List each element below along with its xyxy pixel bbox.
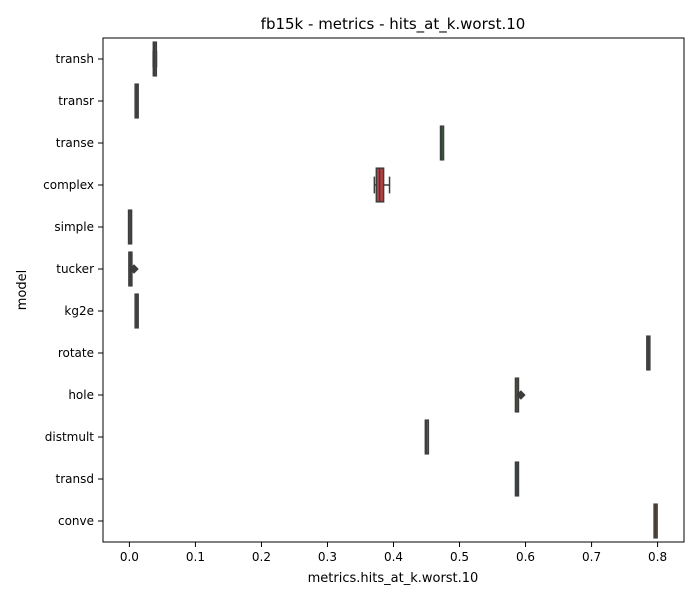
y-tick-label-rotate: rotate — [58, 346, 94, 360]
box-group-transh — [153, 42, 156, 76]
box-group-complex — [374, 168, 389, 202]
y-tick-label-tucker: tucker — [56, 262, 94, 276]
box-group-tucker — [129, 252, 138, 286]
x-tick-label: 0.3 — [318, 550, 337, 564]
x-tick-label: 0.1 — [186, 550, 205, 564]
box-group-transr — [135, 84, 138, 118]
y-axis-title: model — [15, 270, 30, 310]
y-tick-label-complex: complex — [43, 178, 94, 192]
plot-frame — [103, 38, 684, 542]
y-tick-label-transr: transr — [58, 94, 94, 108]
box-group-simple — [129, 210, 132, 244]
x-axis-title: metrics.hits_at_k.worst.10 — [308, 571, 479, 586]
y-tick-label-simple: simple — [54, 220, 94, 234]
x-tick-label: 0.7 — [582, 550, 601, 564]
box-group-transd — [515, 462, 518, 496]
chart-title: fb15k - metrics - hits_at_k.worst.10 — [261, 15, 526, 34]
x-tick-label: 0.0 — [120, 550, 139, 564]
x-tick-label: 0.8 — [648, 550, 667, 564]
box-group-conve — [654, 504, 657, 538]
boxes-layer — [129, 42, 658, 538]
box-group-transe — [441, 126, 444, 160]
box-group-rotate — [647, 336, 650, 370]
y-tick-label-conve: conve — [58, 514, 94, 528]
x-tick-label: 0.2 — [252, 550, 271, 564]
box-group-hole — [515, 378, 524, 412]
x-tick-label: 0.5 — [450, 550, 469, 564]
x-tick-label: 0.4 — [384, 550, 403, 564]
y-tick-label-distmult: distmult — [45, 430, 95, 444]
x-tick-label: 0.6 — [516, 550, 535, 564]
y-tick-label-transd: transd — [56, 472, 94, 486]
y-tick-label-hole: hole — [68, 388, 94, 402]
y-tick-label-transh: transh — [56, 52, 94, 66]
y-tick-label-kg2e: kg2e — [64, 304, 94, 318]
y-tick-label-transe: transe — [56, 136, 94, 150]
box-group-kg2e — [135, 294, 138, 328]
box-group-distmult — [425, 420, 428, 454]
